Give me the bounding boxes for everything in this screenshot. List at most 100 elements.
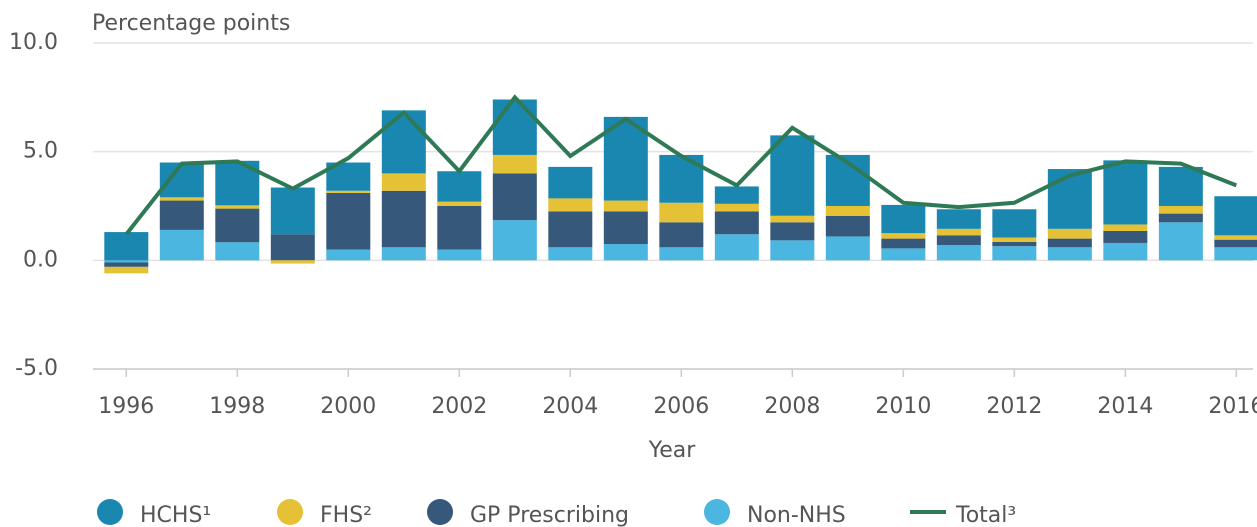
bar: [326, 192, 371, 250]
x-tick-label: 2008: [764, 394, 820, 419]
bar: [992, 209, 1037, 238]
bar: [104, 232, 149, 261]
bar: [492, 154, 537, 174]
bar: [1103, 242, 1148, 261]
legend-swatch: [704, 499, 730, 525]
x-tick-label: 2006: [653, 394, 709, 419]
x-tick-label: 2012: [986, 394, 1042, 419]
y-tick-label: 10.0: [9, 30, 58, 55]
bar: [104, 266, 149, 274]
bar: [1103, 230, 1148, 243]
bar: [936, 245, 981, 261]
bar: [659, 222, 704, 248]
bar: [1214, 235, 1257, 240]
bar: [215, 208, 260, 243]
x-tick-label: 2010: [875, 394, 931, 419]
bar: [1047, 169, 1092, 229]
bar: [1047, 238, 1092, 248]
legend-label: Total³: [955, 503, 1016, 527]
bar: [1047, 228, 1092, 239]
bar: [1158, 166, 1203, 206]
bar: [992, 241, 1037, 247]
bar: [548, 198, 593, 212]
bar: [437, 249, 482, 261]
legend-label: FHS²: [320, 503, 372, 527]
bar: [714, 234, 759, 261]
bar: [714, 211, 759, 235]
bar: [936, 209, 981, 229]
x-tick-label: 2000: [320, 394, 376, 419]
legend-label: Non-NHS: [747, 503, 846, 527]
bar: [548, 247, 593, 261]
bar: [104, 262, 149, 267]
legend-swatch: [97, 499, 123, 525]
bar: [270, 187, 315, 235]
bar: [270, 234, 315, 261]
bar: [215, 205, 260, 209]
bar: [770, 135, 815, 216]
y-tick-label: 0.0: [23, 247, 58, 272]
bar: [992, 237, 1037, 242]
bar: [659, 202, 704, 223]
x-tick-label: 2004: [542, 394, 598, 419]
bar: [548, 211, 593, 248]
legend-swatch: [427, 499, 453, 525]
bar: [714, 186, 759, 204]
bar: [770, 240, 815, 261]
x-axis-label: Year: [648, 438, 697, 463]
bar: [159, 197, 204, 201]
bar: [603, 244, 648, 261]
x-tick-label: 1998: [209, 394, 265, 419]
bar: [881, 204, 926, 234]
bar: [659, 247, 704, 261]
bar: [1214, 196, 1257, 236]
bar: [825, 236, 870, 261]
y-axis-label: Percentage points: [92, 11, 290, 36]
bar: [1103, 160, 1148, 225]
bar: [825, 215, 870, 237]
bar: [1214, 239, 1257, 248]
bar: [492, 220, 537, 261]
bar: [770, 215, 815, 223]
bar: [381, 190, 426, 248]
bar: [326, 249, 371, 261]
legend-swatch: [277, 499, 303, 525]
bar: [936, 235, 981, 246]
bar: [381, 247, 426, 261]
bar: [159, 229, 204, 261]
bar: [881, 248, 926, 261]
bar: [1158, 206, 1203, 214]
x-tick-label: 2016: [1208, 394, 1257, 419]
bar: [603, 200, 648, 212]
bar: [437, 171, 482, 202]
legend-label: HCHS¹: [140, 503, 211, 527]
bar: [1158, 213, 1203, 223]
bar: [1158, 222, 1203, 261]
bar: [936, 228, 981, 236]
bar: [1103, 224, 1148, 231]
bar: [270, 260, 315, 264]
bar: [159, 162, 204, 198]
bar: [492, 173, 537, 221]
bar: [159, 200, 204, 230]
bar: [215, 242, 260, 261]
bar: [825, 206, 870, 216]
bar: [326, 190, 371, 193]
bar: [1214, 247, 1257, 261]
bar: [881, 238, 926, 249]
bar: [1047, 247, 1092, 261]
y-tick-label: 5.0: [23, 139, 58, 164]
bar: [881, 233, 926, 239]
x-tick-label: 2002: [431, 394, 487, 419]
x-tick-label: 2014: [1097, 394, 1153, 419]
bar: [603, 211, 648, 245]
legend-label: GP Prescribing: [470, 503, 629, 527]
bar: [104, 260, 149, 263]
bar: [548, 166, 593, 199]
bar: [992, 246, 1037, 261]
bar: [437, 206, 482, 250]
bar: [492, 99, 537, 155]
bar: [714, 203, 759, 212]
bar: [381, 110, 426, 174]
